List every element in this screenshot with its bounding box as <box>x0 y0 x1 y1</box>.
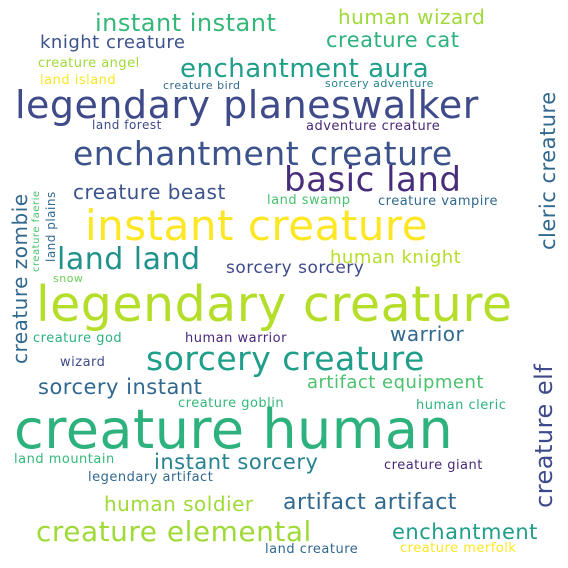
word: sorcery adventure <box>325 77 434 90</box>
word: enchantment creature <box>73 134 453 173</box>
word: instant instant <box>95 9 277 37</box>
word: knight creature <box>40 32 186 53</box>
word: adventure creature <box>306 119 441 134</box>
word: wizard <box>60 355 106 370</box>
word: creature merfolk <box>400 541 517 556</box>
word: human wizard <box>338 5 486 29</box>
word: creature beast <box>73 180 226 204</box>
word: human knight <box>330 247 462 268</box>
word: land mountain <box>14 452 115 467</box>
word: land swamp <box>267 193 351 208</box>
word: cleric creature <box>536 91 560 250</box>
word: creature elf <box>530 363 558 508</box>
word: creature angel <box>38 56 140 71</box>
word: enchantment aura <box>180 54 430 84</box>
word: land forest <box>92 118 162 132</box>
word: human soldier <box>104 492 254 516</box>
word: warrior <box>390 322 465 346</box>
word: creature faerie <box>31 190 42 273</box>
word: enchantment <box>392 520 538 544</box>
word: creature cat <box>326 28 460 52</box>
word: artifact equipment <box>307 372 484 393</box>
word: land plains <box>44 191 58 262</box>
word: land creature <box>265 542 359 557</box>
word: sorcery sorcery <box>226 258 365 278</box>
word: creature zombie <box>8 193 32 364</box>
word: land land <box>57 242 201 277</box>
word: land island <box>40 73 117 88</box>
word: creature human <box>14 398 454 461</box>
word: human cleric <box>416 398 507 413</box>
word: human warrior <box>185 331 287 346</box>
word: creature bird <box>163 79 241 92</box>
word: legendary artifact <box>88 470 214 485</box>
word: sorcery instant <box>38 375 203 399</box>
word: creature god <box>33 331 123 346</box>
word: basic land <box>284 160 462 200</box>
word: legendary planeswalker <box>15 83 479 127</box>
word: creature elemental <box>36 515 312 548</box>
word: creature goblin <box>178 396 285 411</box>
word: instant sorcery <box>154 450 319 474</box>
word: creature giant <box>384 458 483 473</box>
word: instant creature <box>85 201 429 250</box>
word: creature vampire <box>378 194 498 209</box>
word: snow <box>53 272 84 285</box>
word: sorcery creature <box>146 339 425 378</box>
word: legendary creature <box>36 276 513 333</box>
word: artifact artifact <box>283 490 457 515</box>
